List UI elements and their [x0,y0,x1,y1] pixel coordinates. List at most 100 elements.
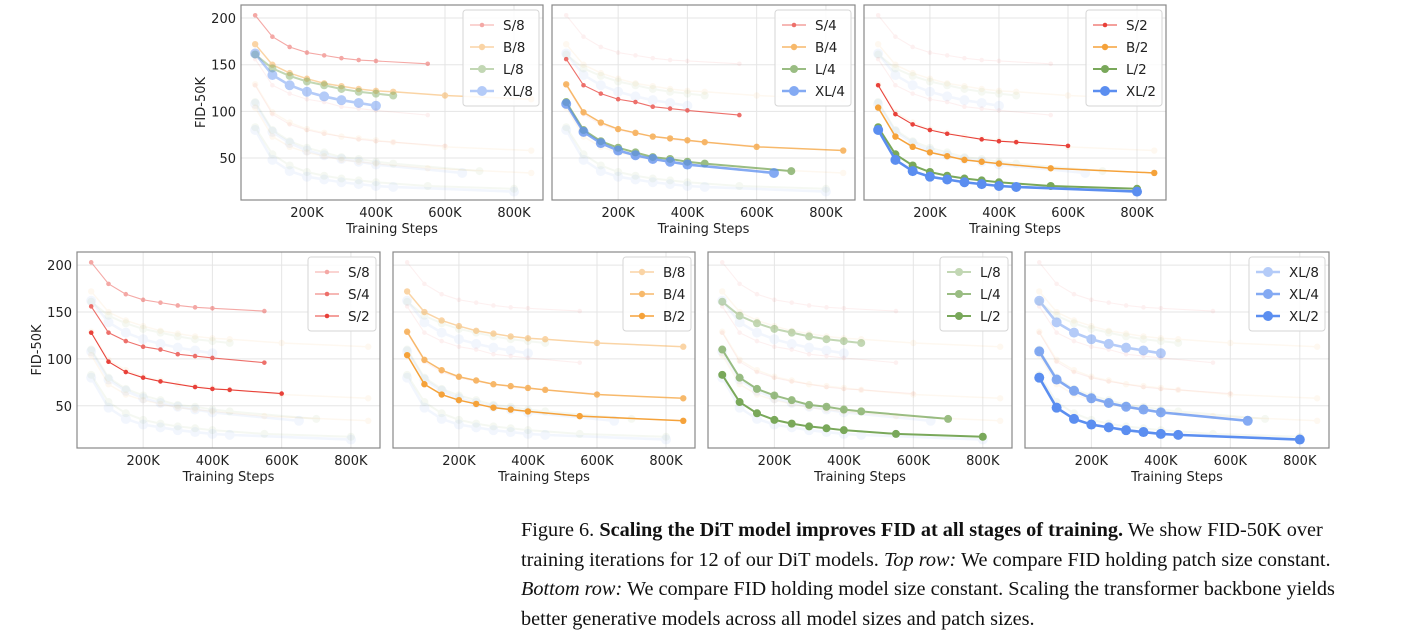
data-point [562,50,571,59]
data-point [633,99,638,105]
data-point [841,305,847,311]
series-line [406,290,684,348]
x-tick-label: 400K [511,454,545,469]
x-tick-label: 600K [265,454,299,469]
data-point [267,126,278,137]
legend-entry-S-2 [315,313,339,319]
data-point [453,334,464,345]
x-tick-label: 200K [290,206,324,221]
data-point [1132,186,1143,197]
data-point [139,391,148,400]
data-point [771,373,778,380]
x-axis-label: Training Steps [657,222,750,237]
data-point [615,50,621,55]
series-line [721,349,949,420]
data-point [285,161,294,170]
data-point [320,129,328,137]
data-point [944,53,950,58]
data-point [389,91,398,100]
x-tick-label: 800K [1283,454,1317,469]
data-point [1313,395,1321,402]
data-point [736,308,743,316]
data-point [1121,401,1132,412]
data-point [267,69,278,80]
data-point [979,137,984,142]
data-point [1047,165,1054,172]
data-point [873,48,884,59]
data-point [224,429,235,440]
data-point [301,171,312,182]
y-tick-label: 50 [219,152,236,167]
data-point [507,406,514,413]
data-point [926,149,934,156]
data-point [542,336,549,343]
data-point [192,384,198,390]
data-point [174,330,181,337]
series-L-4-faded [87,345,321,423]
series-S-2 [88,330,284,396]
data-point [421,308,428,316]
legend-marker [638,312,646,320]
data-point [563,12,569,18]
data-point [631,81,640,90]
data-point [1011,181,1022,192]
data-point [509,186,520,197]
data-point [1138,427,1149,438]
data-point [285,71,294,80]
data-point [561,98,572,109]
data-point [356,106,361,111]
data-point [1064,92,1072,99]
data-point [303,125,311,133]
data-point [250,98,261,109]
caption-text-3: We compare FID holding model size consta… [521,578,1335,630]
data-point [139,415,148,424]
data-point [682,100,693,111]
data-point [158,347,163,352]
data-point [354,176,363,185]
data-point [1054,281,1059,287]
data-point [662,432,671,441]
data-point [523,337,532,346]
data-point [158,379,163,384]
data-point [892,61,899,68]
data-point [403,370,412,379]
data-point [911,391,916,396]
series-line [1038,332,1231,395]
data-point [525,305,531,311]
data-point [666,85,674,93]
data-point [806,351,812,357]
data-point [804,342,815,353]
series-line [254,52,377,108]
x-tick-label: 600K [897,454,931,469]
data-point [438,391,445,398]
data-point [614,75,622,82]
data-point [717,295,728,306]
data-point [630,91,641,102]
data-point [666,176,675,185]
data-point [631,171,640,180]
data-point [138,393,149,404]
data-point [787,419,796,428]
data-point [354,154,363,163]
data-point [269,61,276,68]
legend-label: S/4 [348,287,370,303]
caption-bold-title: Scaling the DiT model improves FID at al… [599,519,1124,541]
data-point [858,386,865,394]
data-point [647,95,658,106]
data-point [596,71,605,80]
data-point [1103,338,1114,349]
data-point [87,297,96,306]
y-tick-label: 200 [47,259,72,274]
data-point [613,86,624,97]
data-point [457,167,468,178]
data-point [593,339,601,347]
data-point [719,304,725,309]
data-point [1122,332,1131,341]
series-line [254,103,463,175]
data-point [421,356,428,364]
plot-frame [240,4,544,201]
data-point [996,417,1004,425]
data-point [753,92,760,99]
data-point [632,129,639,137]
